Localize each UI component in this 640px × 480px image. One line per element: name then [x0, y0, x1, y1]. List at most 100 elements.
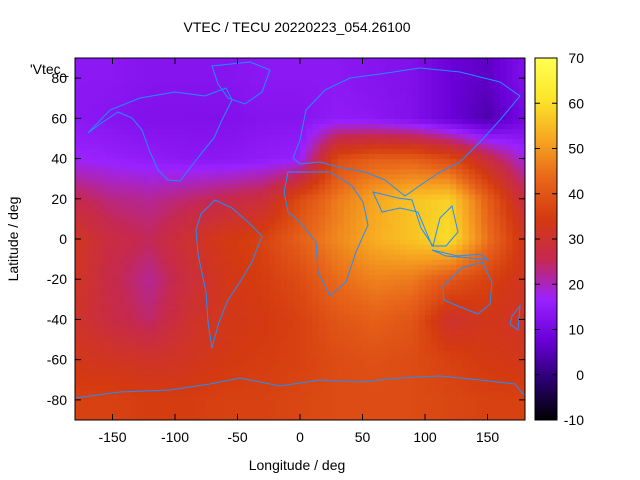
heatmap-cell — [87, 173, 95, 180]
heatmap-cell — [462, 188, 470, 195]
heatmap-cell — [237, 83, 245, 89]
heatmap-cell — [343, 228, 351, 235]
heatmap-cell — [406, 218, 414, 225]
heatmap-cell — [268, 113, 276, 119]
heatmap-cell — [481, 228, 489, 235]
heatmap-cell — [318, 198, 326, 205]
heatmap-cell — [368, 88, 376, 94]
heatmap-cell — [337, 118, 345, 124]
heatmap-cell — [412, 364, 420, 371]
heatmap-cell — [325, 334, 332, 341]
heatmap-cell — [331, 188, 339, 195]
heatmap-cell — [100, 394, 107, 401]
heatmap-cell — [443, 369, 451, 376]
heatmap-cell — [468, 193, 476, 200]
heatmap-cell — [456, 284, 464, 290]
heatmap-cell — [431, 118, 439, 124]
heatmap-cell — [493, 254, 501, 260]
heatmap-cell — [462, 163, 470, 170]
heatmap-cell — [506, 193, 514, 200]
heatmap-cell — [106, 193, 114, 200]
heatmap-cell — [325, 198, 332, 205]
heatmap-cell — [131, 133, 139, 140]
heatmap-cell — [206, 294, 214, 300]
heatmap-cell — [281, 334, 289, 341]
heatmap-cell — [168, 369, 176, 376]
heatmap-cell — [287, 354, 295, 361]
heatmap-cell — [287, 178, 295, 185]
heatmap-cell — [325, 329, 332, 336]
heatmap-cell — [375, 233, 382, 240]
heatmap-cell — [406, 364, 414, 371]
heatmap-cell — [181, 103, 189, 109]
heatmap-cell — [506, 148, 514, 155]
heatmap-cell — [131, 93, 139, 99]
heatmap-cell — [437, 218, 445, 225]
heatmap-cell — [206, 178, 214, 185]
heatmap-cell — [325, 249, 332, 255]
heatmap-cell — [300, 344, 307, 351]
heatmap-cell — [431, 304, 439, 310]
heatmap-cell — [337, 259, 345, 265]
heatmap-cell — [368, 409, 376, 416]
heatmap-cell — [331, 143, 339, 150]
heatmap-cell — [162, 153, 170, 160]
heatmap-cell — [225, 163, 232, 170]
heatmap-cell — [500, 299, 507, 305]
heatmap-cell — [312, 379, 320, 386]
heatmap-cell — [368, 118, 376, 124]
heatmap-cell — [462, 218, 470, 225]
heatmap-cell — [506, 173, 514, 180]
heatmap-cell — [325, 223, 332, 230]
heatmap-cell — [393, 349, 401, 356]
heatmap-cell — [400, 259, 407, 265]
heatmap-cell — [243, 364, 251, 371]
heatmap-cell — [350, 299, 357, 305]
heatmap-cell — [206, 173, 214, 180]
heatmap-cell — [106, 123, 114, 129]
heatmap-cell — [181, 349, 189, 356]
heatmap-cell — [218, 193, 226, 200]
heatmap-cell — [493, 213, 501, 220]
heatmap-cell — [343, 138, 351, 145]
heatmap-cell — [500, 83, 507, 89]
heatmap-cell — [87, 294, 95, 300]
heatmap-cell — [112, 123, 120, 129]
heatmap-cell — [506, 118, 514, 124]
heatmap-cell — [318, 324, 326, 331]
heatmap-cell — [518, 228, 525, 235]
heatmap-cell — [106, 249, 114, 255]
heatmap-cell — [250, 344, 257, 351]
heatmap-cell — [393, 414, 401, 420]
heatmap-cell — [475, 244, 482, 250]
heatmap-cell — [112, 414, 120, 420]
heatmap-cell — [193, 183, 201, 190]
heatmap-cell — [143, 208, 151, 215]
heatmap-cell — [137, 269, 145, 275]
heatmap-cell — [175, 374, 182, 381]
heatmap-cell — [506, 103, 514, 109]
heatmap-cell — [250, 118, 257, 124]
heatmap-cell — [356, 384, 364, 391]
heatmap-cell — [81, 249, 89, 255]
heatmap-cell — [418, 203, 426, 210]
heatmap-cell — [331, 203, 339, 210]
heatmap-cell — [356, 148, 364, 155]
heatmap-cell — [231, 379, 239, 386]
heatmap-cell — [281, 98, 289, 104]
heatmap-cell — [350, 78, 357, 84]
heatmap-cell — [181, 259, 189, 265]
heatmap-cell — [118, 218, 126, 225]
heatmap-cell — [343, 314, 351, 321]
heatmap-cell — [462, 83, 470, 89]
heatmap-cell — [125, 264, 132, 270]
heatmap-cell — [237, 329, 245, 336]
heatmap-cell — [375, 128, 382, 135]
heatmap-cell — [162, 183, 170, 190]
heatmap-cell — [250, 414, 257, 420]
heatmap-cell — [418, 228, 426, 235]
heatmap-cell — [143, 93, 151, 99]
heatmap-cell — [462, 364, 470, 371]
heatmap-cell — [118, 364, 126, 371]
heatmap-cell — [512, 198, 520, 205]
